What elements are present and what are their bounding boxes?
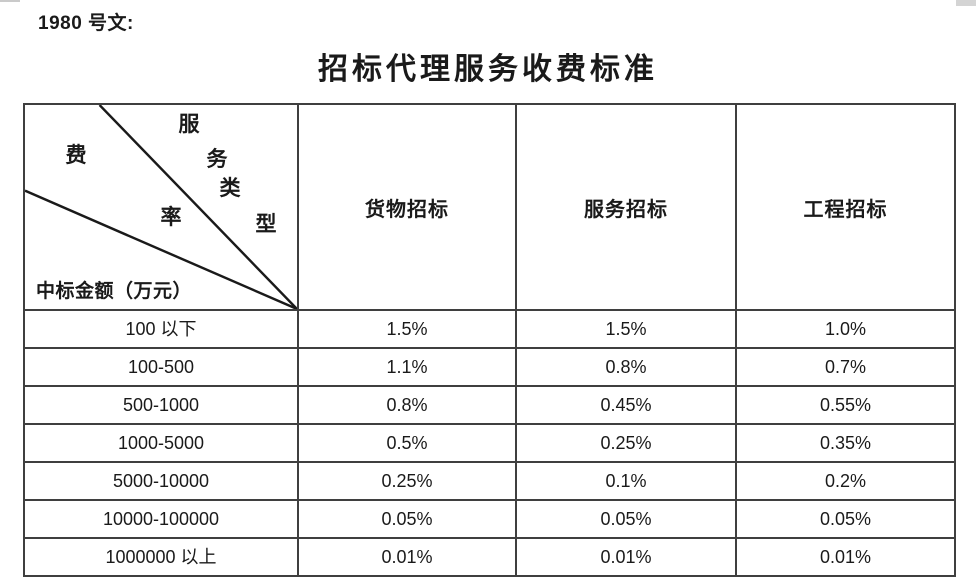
- table-row: 500-1000 0.8% 0.45% 0.55%: [23, 385, 956, 425]
- fee-value-cell: 0.25%: [515, 423, 737, 463]
- fee-table: 费 率 服 务 类 型 中标金额（万元） 货物招标 服务招标 工程招标 100 …: [23, 103, 956, 577]
- fee-value-cell: 1.5%: [297, 309, 517, 349]
- corner-service-type-char: 务: [206, 147, 228, 171]
- diagonal-divider-lines: [25, 105, 297, 309]
- corner-amount-label: 中标金额（万元）: [36, 281, 193, 302]
- table-row: 5000-10000 0.25% 0.1% 0.2%: [23, 461, 956, 501]
- fee-value-cell: 0.8%: [297, 385, 517, 425]
- scan-artifact: [956, 0, 976, 6]
- table-row: 100 以下 1.5% 1.5% 1.0%: [23, 309, 956, 349]
- fee-value-cell: 0.35%: [735, 423, 956, 463]
- table-row: 100-500 1.1% 0.8% 0.7%: [23, 347, 956, 387]
- amount-range-cell: 5000-10000: [23, 461, 299, 501]
- fee-value-cell: 0.8%: [515, 347, 737, 387]
- corner-service-type-char: 型: [255, 212, 277, 236]
- scan-artifact: [0, 0, 20, 2]
- fee-value-cell: 0.7%: [735, 347, 956, 387]
- diagonal-header-cell: 费 率 服 务 类 型 中标金额（万元）: [23, 103, 299, 311]
- fee-value-cell: 0.45%: [515, 385, 737, 425]
- fee-value-cell: 0.5%: [297, 423, 517, 463]
- column-header-goods: 货物招标: [297, 103, 517, 311]
- doc-number: 1980 号文:: [38, 13, 134, 34]
- table-row: 10000-100000 0.05% 0.05% 0.05%: [23, 499, 956, 539]
- fee-value-cell: 0.05%: [735, 499, 956, 539]
- fee-value-cell: 0.1%: [515, 461, 737, 501]
- fee-value-cell: 1.0%: [735, 309, 956, 349]
- fee-value-cell: 1.5%: [515, 309, 737, 349]
- amount-range-cell: 100 以下: [23, 309, 299, 349]
- fee-value-cell: 0.01%: [515, 537, 737, 577]
- fee-value-cell: 0.05%: [515, 499, 737, 539]
- fee-value-cell: 1.1%: [297, 347, 517, 387]
- amount-range-cell: 1000000 以上: [23, 537, 299, 577]
- table-row: 1000-5000 0.5% 0.25% 0.35%: [23, 423, 956, 463]
- corner-service-type-char: 服: [178, 112, 200, 136]
- amount-range-cell: 100-500: [23, 347, 299, 387]
- amount-range-cell: 10000-100000: [23, 499, 299, 539]
- fee-value-cell: 0.01%: [297, 537, 517, 577]
- page-title: 招标代理服务收费标准: [318, 53, 658, 86]
- column-header-engineering: 工程招标: [735, 103, 956, 311]
- amount-range-cell: 1000-5000: [23, 423, 299, 463]
- corner-fee-rate-char: 率: [160, 205, 182, 229]
- fee-value-cell: 0.55%: [735, 385, 956, 425]
- column-header-services: 服务招标: [515, 103, 737, 311]
- fee-value-cell: 0.2%: [735, 461, 956, 501]
- header-row: 费 率 服 务 类 型 中标金额（万元） 货物招标 服务招标 工程招标: [23, 103, 956, 311]
- corner-service-type-char: 类: [219, 176, 241, 200]
- fee-value-cell: 0.05%: [297, 499, 517, 539]
- fee-value-cell: 0.25%: [297, 461, 517, 501]
- table-row: 1000000 以上 0.01% 0.01% 0.01%: [23, 537, 956, 577]
- corner-fee-rate-char: 费: [65, 143, 87, 167]
- fee-value-cell: 0.01%: [735, 537, 956, 577]
- amount-range-cell: 500-1000: [23, 385, 299, 425]
